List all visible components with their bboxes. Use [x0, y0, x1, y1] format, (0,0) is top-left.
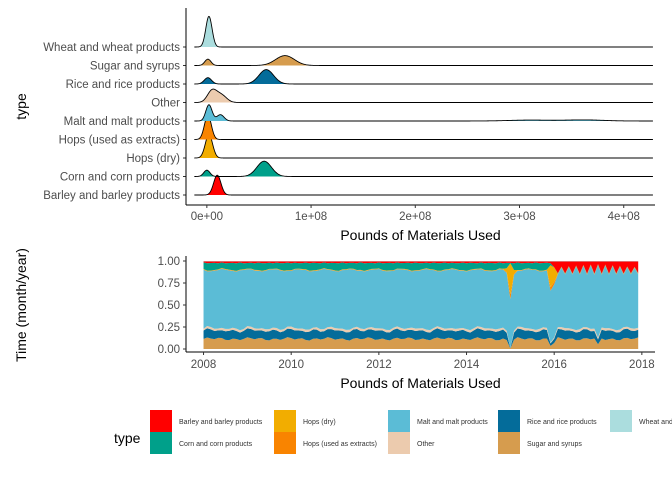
- legend-label-malt-and-malt-products: Malt and malt products: [417, 419, 488, 426]
- ridge-y-tick-label: Barley and barley products: [43, 190, 180, 202]
- ridge-outline-sugar-and-syrups: [194, 55, 653, 66]
- ridge-sugar-and-syrups: [194, 55, 653, 66]
- area-rice-and-rice-products: [203, 328, 639, 349]
- area-other: [203, 326, 639, 349]
- ridge-x-tick-label: 2e+08: [399, 211, 431, 223]
- ridge-outline-hops-used-as-extracts: [194, 114, 653, 140]
- legend-swatch-malt-and-malt-products: [388, 410, 410, 432]
- legend-label-wheat-and-wheat-products: Wheat and wheat products: [639, 419, 672, 426]
- area-x-tick-label: 2010: [278, 359, 304, 371]
- area-y-tick-label: 0.50: [158, 300, 180, 312]
- ridge-y-tick-label: Hops (used as extracts): [59, 135, 181, 147]
- ridge-y-tick-label: Hops (dry): [126, 153, 180, 165]
- area-y-tick-label: 1.00: [158, 256, 180, 268]
- legend-swatch-hops-used-as-extracts: [274, 432, 296, 454]
- ridge-x-tick-label: 3e+08: [503, 211, 535, 223]
- legend-label-other: Other: [417, 441, 435, 448]
- ridge-y-axis-title: type: [13, 93, 29, 120]
- ridge-x-tick-label: 1e+08: [295, 211, 327, 223]
- area-y-tick-label: 0.75: [158, 278, 180, 290]
- area-y-tick-label: 0.00: [158, 344, 180, 356]
- legend-swatch-other: [388, 432, 410, 454]
- ridge-y-tick-label: Malt and malt products: [64, 116, 181, 128]
- legend-swatch-hops-dry: [274, 410, 296, 432]
- ridge-y-tick-label: Corn and corn products: [60, 172, 180, 184]
- area-corn-and-corn-products: [203, 262, 639, 275]
- legend-label-barley-and-barley-products: Barley and barley products: [179, 419, 263, 426]
- legend-label-sugar-and-syrups: Sugar and syrups: [527, 441, 582, 448]
- ridge-x-tick-label: 4e+08: [608, 211, 640, 223]
- legend: type Barley and barley products Corn and c…: [114, 410, 672, 454]
- area-x-tick-label: 2016: [541, 359, 567, 371]
- area-y-axis-title: Time (month/year): [13, 248, 29, 362]
- area-sugar-and-syrups: [203, 337, 639, 349]
- legend-label-hops-dry: Hops (dry): [303, 419, 336, 426]
- ridge-x-tick-label: 0e+00: [191, 211, 223, 223]
- area-hops-dry: [203, 263, 639, 295]
- legend-swatch-sugar-and-syrups: [498, 432, 520, 454]
- ridge-outline-barley-and-barley-products: [194, 174, 653, 196]
- area-y-tick-label: 0.25: [158, 322, 180, 334]
- legend-label-hops-used-as-extracts: Hops (used as extracts): [303, 441, 377, 448]
- legend-swatch-rice-and-rice-products: [498, 410, 520, 432]
- area-x-tick-label: 2014: [454, 359, 480, 371]
- ridge-x-axis-title: Pounds of Materials Used: [340, 227, 500, 243]
- legend-swatch-barley-and-barley-products: [150, 410, 172, 432]
- ridge-y-tick-label: Rice and rice products: [66, 79, 181, 91]
- ridge-outline-corn-and-corn-products: [194, 160, 653, 177]
- ridge-y-tick-label: Other: [151, 98, 180, 110]
- area-x-tick-label: 2018: [629, 359, 655, 371]
- ridge-outline-wheat-and-wheat-products: [194, 15, 653, 48]
- ridge-outline-other: [194, 88, 653, 103]
- legend-swatch-corn-and-corn-products: [150, 432, 172, 454]
- legend-swatch-wheat-and-wheat-products: [610, 410, 632, 432]
- ridge-y-tick-label: Wheat and wheat products: [43, 42, 180, 54]
- stacked-area-plot: 0.00 0.25 0.50 0.75 1.00 2008 2010 2012 2014 2016…: [13, 248, 655, 391]
- legend-label-corn-and-corn-products: Corn and corn products: [179, 441, 253, 448]
- legend-title: type: [114, 430, 141, 446]
- area-x-tick-label: 2008: [191, 359, 217, 371]
- ridge-y-tick-label: Sugar and syrups: [90, 61, 180, 73]
- area-barley-and-barley-products: [203, 261, 639, 274]
- ridge-outline-hops-dry: [194, 134, 653, 159]
- area-x-tick-label: 2012: [366, 359, 392, 371]
- area-x-axis-title: Pounds of Materials Used: [340, 375, 500, 391]
- ridge-outline-rice-and-rice-products: [194, 69, 653, 85]
- area-malt-and-malt-products: [203, 265, 639, 349]
- ridge-outline-malt-and-malt-products: [194, 104, 653, 122]
- ridgeline-plot: Barley and barley products Corn and corn …: [13, 8, 655, 243]
- legend-label-rice-and-rice-products: Rice and rice products: [527, 419, 597, 426]
